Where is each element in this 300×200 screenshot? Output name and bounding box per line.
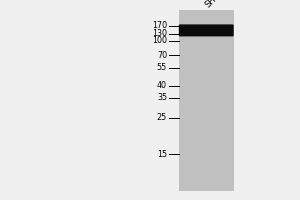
Text: 15: 15 <box>157 150 167 159</box>
Bar <box>178 10 234 191</box>
Text: 130: 130 <box>152 29 167 38</box>
Text: 55: 55 <box>157 64 167 72</box>
Text: 70: 70 <box>157 51 167 60</box>
Text: 100: 100 <box>152 36 167 45</box>
Text: 40: 40 <box>157 81 167 90</box>
Text: 35: 35 <box>157 94 167 102</box>
Text: 170: 170 <box>152 21 167 30</box>
Text: SH-SY5Y: SH-SY5Y <box>204 0 235 9</box>
FancyBboxPatch shape <box>179 24 234 36</box>
Text: 25: 25 <box>157 113 167 122</box>
